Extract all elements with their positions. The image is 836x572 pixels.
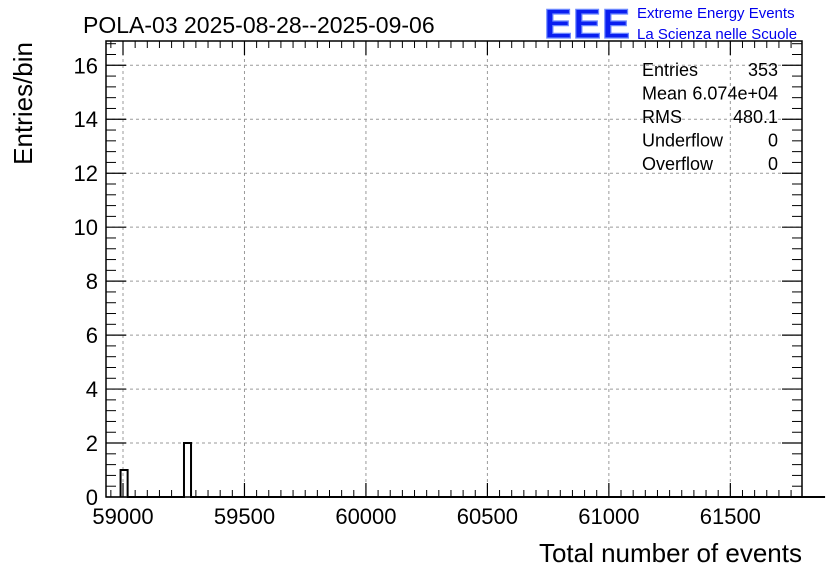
x-tick-label: 61000 — [578, 504, 639, 529]
y-tick-label: 12 — [74, 161, 98, 186]
x-axis-label: Total number of events — [539, 538, 802, 568]
y-tick-label: 6 — [86, 323, 98, 348]
stats-label: Mean — [642, 84, 687, 104]
y-tick-label: 4 — [86, 377, 98, 402]
stats-label: Overflow — [642, 154, 714, 174]
axis-ticks: 59000 59500 60000 60500 61000 61500 0 2 4 6 8 10 12 1… — [74, 41, 802, 529]
stats-label: RMS — [642, 107, 682, 127]
stats-value: 480.1 — [733, 107, 778, 127]
x-tick-label: 60500 — [457, 504, 518, 529]
grid-lines — [106, 41, 802, 498]
x-tick-label: 59000 — [92, 504, 153, 529]
stats-value: 0 — [768, 131, 778, 151]
stats-label: Underflow — [642, 131, 724, 151]
y-tick-label: 10 — [74, 215, 98, 240]
y-tick-label: 8 — [86, 269, 98, 294]
stats-label: Entries — [642, 60, 698, 80]
eee-logo: EEE Extreme Energy Events La Scienza nel… — [543, 0, 797, 48]
y-tick-label: 2 — [86, 431, 98, 456]
y-tick-label: 14 — [74, 107, 98, 132]
chart-title: POLA-03 2025-08-28--2025-09-06 — [83, 12, 435, 38]
x-tick-label: 59500 — [214, 504, 275, 529]
stats-value: 0 — [768, 154, 778, 174]
y-tick-label: 0 — [86, 485, 98, 510]
y-axis-label: Entries/bin — [8, 42, 38, 165]
stats-value: 353 — [748, 60, 778, 80]
x-tick-label: 61500 — [700, 504, 761, 529]
logo-line-1: Extreme Energy Events — [637, 5, 795, 22]
eee-logo-mark: EEE — [544, 0, 631, 47]
plot-frame — [105, 40, 803, 498]
histogram-outline — [119, 442, 826, 498]
stats-box: Entries 353 Mean 6.074e+04 RMS 480.1 Underflow… — [642, 60, 778, 174]
stats-value: 6.074e+04 — [692, 84, 778, 104]
y-tick-label: 16 — [74, 53, 98, 78]
x-tick-label: 60000 — [335, 504, 396, 529]
logo-line-2: La Scienza nelle Scuole — [637, 26, 797, 43]
